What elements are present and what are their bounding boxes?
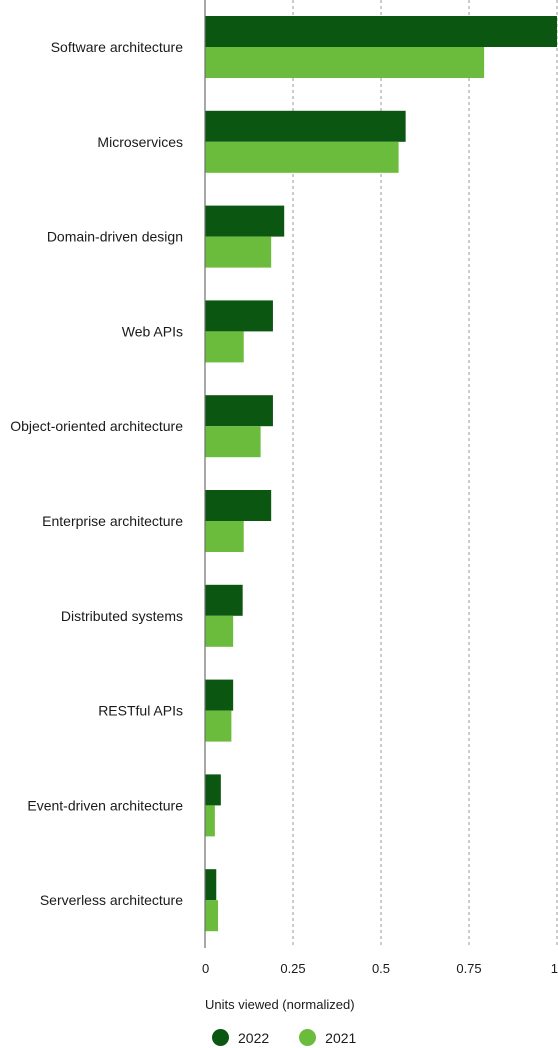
bar-2021 xyxy=(205,426,261,458)
legend: 2022 2021 xyxy=(212,1029,386,1046)
bar-2022 xyxy=(205,16,557,47)
category-label: RESTful APIs xyxy=(98,703,183,719)
bar-2022 xyxy=(205,205,285,237)
legend-swatch-2022 xyxy=(212,1029,229,1046)
x-tick-label: 0 xyxy=(202,961,209,976)
category-label: Serverless architecture xyxy=(40,892,183,908)
category-label: Domain-driven design xyxy=(47,229,183,245)
bar-2022 xyxy=(205,774,221,806)
bar-2022 xyxy=(205,679,234,711)
x-tick-label: 0.5 xyxy=(372,961,390,976)
bars xyxy=(205,16,557,932)
bar-2021 xyxy=(205,710,232,742)
legend-swatch-2021 xyxy=(299,1029,317,1046)
category-label: Web APIs xyxy=(122,323,183,339)
bar-2021 xyxy=(205,331,244,363)
bar-2021 xyxy=(205,236,272,268)
x-tick-labels: 0 0.25 0.5 0.75 1 xyxy=(202,961,558,976)
bar-2021 xyxy=(205,805,215,837)
x-tick-label: 0.25 xyxy=(280,961,305,976)
bar-2022 xyxy=(205,584,243,616)
x-tick-label: 0.75 xyxy=(456,961,481,976)
legend-item-2021: 2021 xyxy=(299,1029,356,1046)
bar-2021 xyxy=(205,615,234,647)
category-label: Software architecture xyxy=(51,39,183,55)
bar-2021 xyxy=(205,47,485,78)
bar-2022 xyxy=(205,490,272,521)
category-labels: Software architecture Microservices Domain… xyxy=(10,39,183,908)
category-label: Microservices xyxy=(97,134,183,150)
category-label: Distributed systems xyxy=(61,608,183,624)
bar-2022 xyxy=(205,395,273,427)
x-tick-label: 1 xyxy=(551,961,558,976)
category-label: Event-driven architecture xyxy=(27,797,183,813)
bar-2022 xyxy=(205,869,217,901)
bar-2021 xyxy=(205,900,219,932)
legend-label-2022: 2022 xyxy=(238,1029,270,1046)
category-label: Enterprise architecture xyxy=(42,513,183,529)
legend-label-2021: 2021 xyxy=(325,1029,357,1046)
bar-2021 xyxy=(205,141,399,173)
category-label: Object-oriented architecture xyxy=(10,418,183,434)
bar-2022 xyxy=(205,300,273,332)
x-axis-label: Units viewed (normalized) xyxy=(205,997,355,1012)
bar-2022 xyxy=(205,110,406,142)
legend-item-2022: 2022 xyxy=(212,1029,269,1046)
bar-2021 xyxy=(205,521,244,552)
